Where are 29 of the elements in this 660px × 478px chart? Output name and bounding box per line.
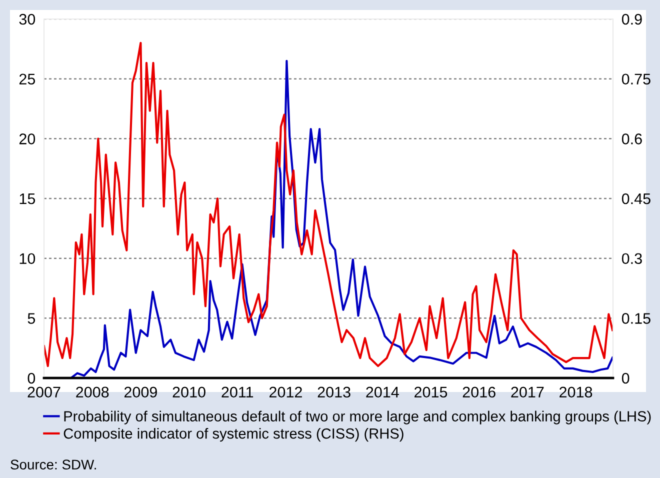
x-tick-label: 2016: [462, 386, 496, 398]
legend-label: Composite indicator of systemic stress (CISS) (RHS): [64, 428, 404, 442]
x-tick-label: 2011: [222, 386, 254, 398]
y-tick-label: 15: [20, 194, 36, 204]
x-tick-label: 2012: [269, 386, 302, 398]
x-tick-label: 2017: [511, 386, 544, 398]
x-tick-label: 2018: [560, 386, 592, 398]
x-tick-label: 2014: [366, 386, 399, 398]
y2-tick-label: 0.6: [622, 134, 642, 144]
y2-tick-label: 0.3: [622, 253, 642, 264]
legend-label: Probability of simultaneous default of two or more large and complex banking groups (LHS): [64, 410, 651, 424]
x-tick-label: 2013: [318, 386, 350, 398]
x-tick-label: 2008: [76, 386, 109, 398]
y-tick-label: 5: [28, 313, 36, 324]
y2-tick-label: 0: [622, 372, 630, 384]
y-tick-label: 10: [20, 253, 36, 264]
y-tick-label: 30: [19, 14, 36, 25]
x-tick-label: 2010: [172, 386, 206, 398]
x-tick-label: 2009: [124, 386, 157, 398]
y2-tick-label: 0.45: [622, 193, 650, 204]
y2-tick-label: 0.15: [622, 313, 650, 324]
y-tick-label: 20: [19, 134, 36, 144]
source-note: Source: SDW.: [10, 460, 96, 470]
x-tick-label: 2015: [414, 386, 448, 398]
y-tick-label: 0: [28, 372, 36, 384]
x-tick-label: 2007: [28, 386, 60, 398]
y2-tick-label: 0.75: [622, 74, 650, 85]
y2-tick-label: 0.9: [622, 14, 642, 25]
y-tick-label: 25: [19, 74, 36, 85]
